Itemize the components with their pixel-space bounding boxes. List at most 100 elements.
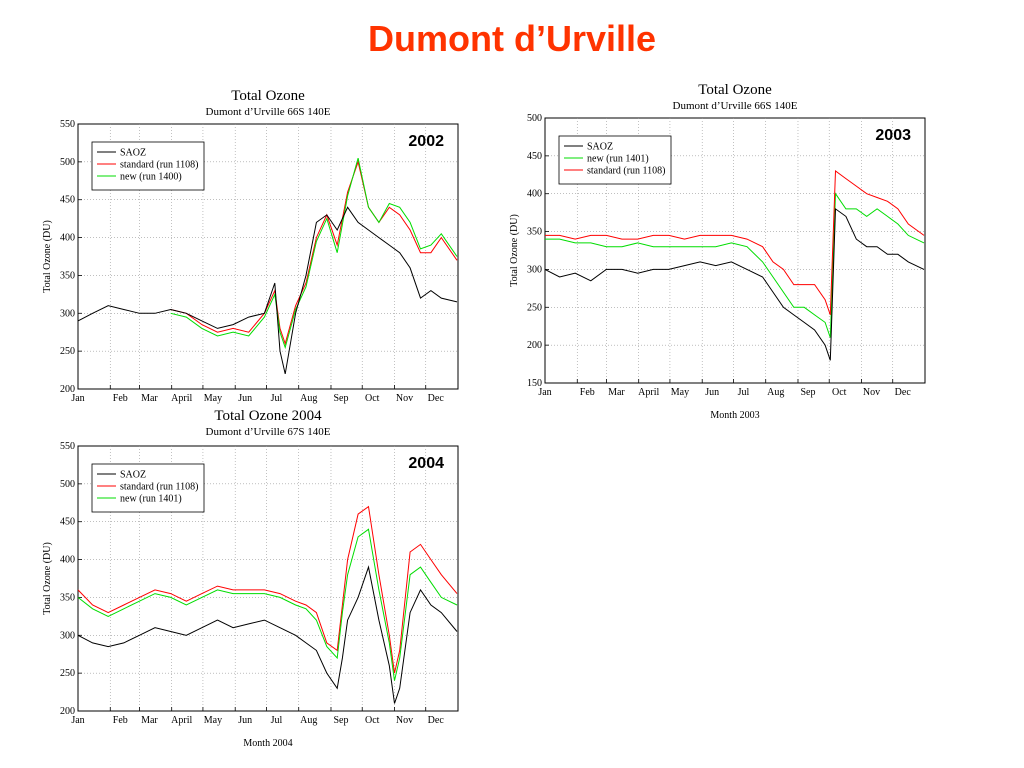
- x-tick-label: May: [204, 715, 222, 726]
- legend-label: SAOZ: [120, 148, 146, 159]
- y-tick-label: 550: [60, 441, 75, 452]
- chart-subtitle: Dumont d’Urville 66S 140E: [673, 100, 798, 112]
- y-tick-label: 300: [60, 630, 75, 641]
- x-tick-label: Mar: [141, 393, 158, 404]
- x-tick-label: Sep: [800, 387, 815, 398]
- x-tick-label: Sep: [333, 715, 348, 726]
- legend-label: standard (run 1108): [120, 160, 199, 171]
- y-tick-label: 450: [60, 517, 75, 528]
- y-tick-label: 550: [60, 119, 75, 130]
- y-tick-label: 500: [60, 157, 75, 168]
- x-tick-label: Nov: [863, 387, 880, 398]
- x-tick-label: Jul: [271, 715, 283, 726]
- x-tick-label: Oct: [832, 387, 847, 398]
- y-tick-label: 250: [60, 668, 75, 679]
- x-tick-label: Dec: [428, 715, 445, 726]
- y-tick-label: 350: [60, 592, 75, 603]
- x-tick-label: Jul: [738, 387, 750, 398]
- x-tick-label: Jan: [538, 387, 551, 398]
- chart-subtitle: Dumont d’Urville 67S 140E: [206, 426, 331, 438]
- y-tick-label: 500: [60, 479, 75, 490]
- chart-2003-svg: Total Ozone Dumont d’Urville 66S 140E 150 2…: [509, 82, 926, 421]
- legend-label: new (run 1401): [587, 154, 649, 165]
- y-tick-label: 250: [527, 302, 542, 313]
- legend-label: standard (run 1108): [120, 482, 199, 493]
- chart-2002-panel: Total Ozone Dumont d’Urville 66S 140E 200 2…: [40, 84, 465, 404]
- legend-label: new (run 1400): [120, 172, 182, 183]
- x-tick-label: April: [171, 715, 192, 726]
- x-tick-label: Mar: [608, 387, 625, 398]
- x-tick-label: Aug: [767, 387, 784, 398]
- y-tick-label: 150: [527, 378, 542, 389]
- chart-subtitle: Dumont d’Urville 66S 140E: [206, 106, 331, 118]
- y-tick-label: 450: [60, 195, 75, 206]
- y-tick-label: 500: [527, 113, 542, 124]
- slide-title: Dumont d’Urville: [367, 18, 657, 59]
- series-line-new: [170, 157, 458, 350]
- y-tick-label: 200: [60, 706, 75, 717]
- chart-title: Total Ozone: [231, 88, 305, 104]
- series-line-saoz: [78, 206, 458, 375]
- x-tick-label: Jun: [705, 387, 719, 398]
- year-badge: 2003: [875, 127, 911, 144]
- y-tick-label: 400: [60, 233, 75, 244]
- chart-2004-svg: Total Ozone 2004 Dumont d’Urville 67S 140…: [42, 408, 459, 749]
- x-tick-label: Jan: [71, 393, 84, 404]
- y-tick-label: 400: [527, 189, 542, 200]
- y-tick-label: 300: [60, 308, 75, 319]
- y-tick-label: 350: [60, 270, 75, 281]
- x-tick-label: Jul: [271, 393, 283, 404]
- legend-label: SAOZ: [120, 470, 146, 481]
- x-tick-label: May: [204, 393, 222, 404]
- x-tick-label: Aug: [300, 715, 317, 726]
- legend-label: SAOZ: [587, 142, 613, 153]
- y-axis-label: Total Ozone (DU): [42, 542, 53, 615]
- x-tick-label: April: [171, 393, 192, 404]
- x-tick-label: Feb: [580, 387, 595, 398]
- series-line-saoz: [545, 207, 925, 361]
- chart-title: Total Ozone: [698, 82, 772, 98]
- x-tick-label: Jan: [71, 715, 84, 726]
- y-tick-label: 400: [60, 555, 75, 566]
- legend-label: new (run 1401): [120, 494, 182, 505]
- chart-title: Total Ozone 2004: [214, 408, 322, 424]
- x-tick-label: Oct: [365, 393, 380, 404]
- x-axis-label: Month 2004: [243, 738, 292, 749]
- series-line-standard: [170, 160, 458, 346]
- x-tick-label: Dec: [428, 393, 445, 404]
- legend-box: [558, 135, 672, 185]
- y-tick-label: 200: [527, 340, 542, 351]
- x-tick-label: May: [671, 387, 689, 398]
- x-tick-label: Feb: [113, 393, 128, 404]
- y-tick-label: 200: [60, 384, 75, 395]
- x-tick-label: Jun: [238, 393, 252, 404]
- x-tick-label: Nov: [396, 715, 413, 726]
- x-tick-label: Oct: [365, 715, 380, 726]
- year-badge: 2002: [408, 133, 444, 150]
- chart-2004-panel: Total Ozone 2004 Dumont d’Urville 67S 140…: [40, 406, 465, 751]
- y-axis-label: Total Ozone (DU): [509, 214, 520, 287]
- legend-box: [91, 141, 205, 191]
- x-tick-label: Sep: [333, 393, 348, 404]
- series-line-new: [545, 192, 925, 338]
- series-line-standard: [545, 170, 925, 316]
- series-line-new: [78, 528, 458, 681]
- x-tick-label: Feb: [113, 715, 128, 726]
- legend-box: [91, 463, 205, 513]
- x-tick-label: Mar: [141, 715, 158, 726]
- chart-2003-panel: Total Ozone Dumont d’Urville 66S 140E 150 2…: [505, 80, 930, 425]
- y-tick-label: 350: [527, 227, 542, 238]
- x-tick-label: Aug: [300, 393, 317, 404]
- y-tick-label: 450: [527, 151, 542, 162]
- year-badge: 2004: [408, 455, 444, 472]
- series-line-saoz: [78, 565, 458, 704]
- y-tick-label: 300: [527, 264, 542, 275]
- y-axis-label: Total Ozone (DU): [42, 220, 53, 293]
- y-tick-label: 250: [60, 346, 75, 357]
- x-tick-label: Jun: [238, 715, 252, 726]
- x-tick-label: Nov: [396, 393, 413, 404]
- series-line-standard: [78, 505, 458, 674]
- x-axis-label: Month 2003: [710, 410, 759, 421]
- legend-label: standard (run 1108): [587, 166, 666, 177]
